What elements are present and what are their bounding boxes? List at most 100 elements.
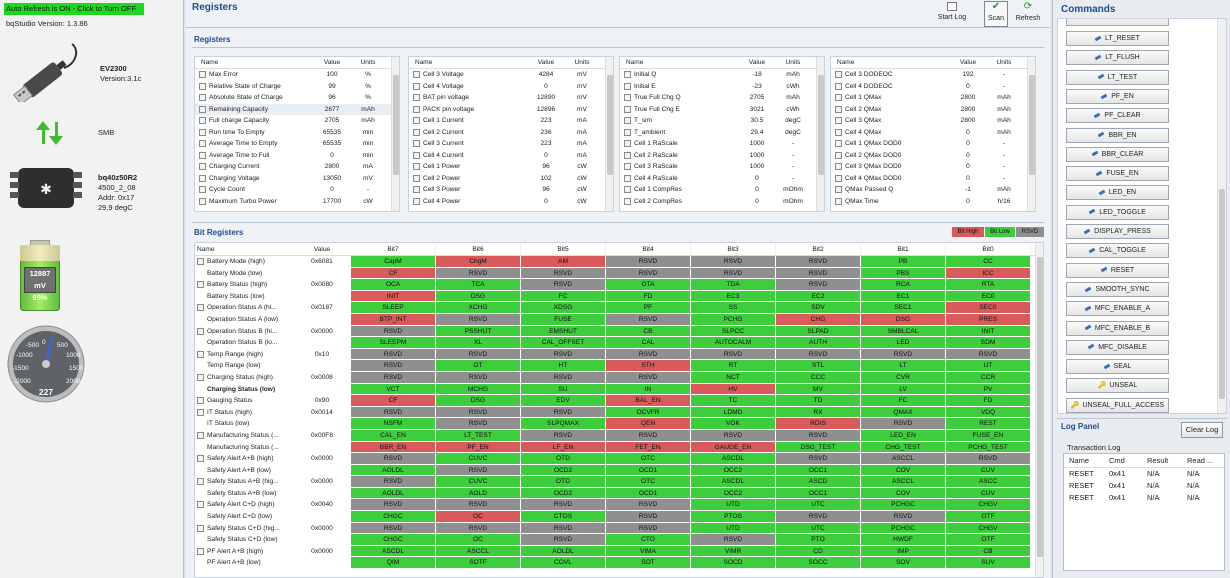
register-checkbox[interactable]	[835, 186, 842, 193]
bit-register-row[interactable]: PF Alert A+B (high) 0x0000 ASCDL ASCCL AOLDL…	[195, 545, 1043, 558]
register-row[interactable]: Remaining Capacity 2677 mAh	[195, 103, 399, 115]
register-row[interactable]: QMax Passed Q -1 mAh	[831, 184, 1035, 196]
command-button-reset[interactable]: RESET	[1066, 262, 1169, 278]
bit-register-checkbox[interactable]	[197, 350, 204, 358]
register-checkbox[interactable]	[624, 186, 631, 193]
command-button-bbr-en[interactable]: BBR_EN	[1066, 127, 1169, 143]
register-row[interactable]: Cell 4 RaScale 0 -	[620, 172, 824, 184]
register-row[interactable]: Charging Current 2800 mA	[195, 161, 399, 173]
command-button-mfc-enable-b[interactable]: MFC_ENABLE_B	[1066, 320, 1169, 336]
register-row[interactable]: Cell 1 Power 96 cW	[409, 161, 613, 173]
bit-register-row[interactable]: Operation Status A (hi... 0x0187 SLEEP XCHG…	[195, 302, 1043, 314]
commands-scrollbar[interactable]	[1217, 19, 1226, 413]
register-row[interactable]: Cell 2 RaScale 1000 -	[620, 149, 824, 161]
bit-register-checkbox[interactable]	[197, 397, 204, 405]
register-row[interactable]: Cell 3 DODEOC 192 -	[831, 69, 1035, 81]
bit-register-row[interactable]: Operation Status A (low) BTP_INT RSVD FUSE R…	[195, 313, 1043, 326]
bit-register-row[interactable]: Charging Status (low) VCT MCHG SU IN HV MV LV PV	[195, 383, 1043, 396]
bit-register-row[interactable]: Gauging Status 0x90 CF DSG EDV BAL_EN TC TD FC FD	[195, 395, 1043, 407]
register-row[interactable]: True Full Chg Q 2705 mAh	[620, 92, 824, 104]
command-button-lt-reset[interactable]: LT_RESET	[1066, 31, 1169, 46]
register-row[interactable]: Average Time to Empty 65535 min	[195, 138, 399, 150]
register-checkbox[interactable]	[835, 128, 842, 136]
log-row[interactable]: RESET 0x41 N/A N/A	[1064, 480, 1224, 492]
bit-register-row[interactable]: Battery Status (high) 0x0080 OCA TCA RSVD OTA…	[195, 279, 1043, 291]
auto-refresh-toggle[interactable]: Auto Refresh is ON - Click to Turn OFF	[4, 3, 144, 15]
bit-register-row[interactable]: IT Status (low) NSFM RSVD SLPQMAX QEN VOK RDIS…	[195, 418, 1043, 430]
register-checkbox[interactable]	[413, 94, 420, 101]
register-row[interactable]: Maximum Turbo Power 17700 cW	[195, 195, 399, 207]
bit-register-checkbox[interactable]	[197, 281, 204, 289]
register-row[interactable]: Cycle Count 0 -	[195, 184, 399, 196]
bit-register-checkbox[interactable]	[197, 501, 204, 509]
command-button-bbr-clear[interactable]: BBR_CLEAR	[1066, 146, 1169, 162]
command-button-pf-en[interactable]: PF_EN	[1066, 88, 1169, 104]
bit-register-checkbox[interactable]	[197, 431, 204, 439]
log-row[interactable]: RESET 0x41 N/A N/A	[1064, 492, 1224, 504]
register-checkbox[interactable]	[835, 117, 842, 124]
register-row[interactable]: Relative State of Charge 99%	[195, 80, 399, 92]
register-checkbox[interactable]	[199, 117, 206, 124]
register-checkbox[interactable]	[199, 163, 206, 170]
register-checkbox[interactable]	[835, 163, 842, 170]
register-checkbox[interactable]	[199, 151, 206, 159]
register-checkbox[interactable]	[413, 197, 420, 205]
bit-register-row[interactable]: Manufacturing Status (... 0x00F8 CAL_EN LT_…	[195, 429, 1043, 442]
command-button-lt-test[interactable]: LT_TEST	[1066, 69, 1169, 85]
register-checkbox[interactable]	[413, 71, 420, 78]
start-log-button[interactable]: Start Log	[932, 2, 972, 26]
command-button-fuse-en[interactable]: FUSE_EN	[1066, 166, 1169, 182]
register-checkbox[interactable]	[413, 82, 420, 90]
refresh-button[interactable]: ⟳ Refresh	[1012, 2, 1044, 26]
register-checkbox[interactable]	[624, 163, 631, 170]
bit-register-row[interactable]: Battery Status (low) INIT DSG FC FD EC3 EC2 EC1…	[195, 290, 1043, 303]
register-checkbox[interactable]	[624, 197, 631, 205]
register-scrollbar[interactable]	[391, 57, 399, 211]
register-row[interactable]: Cell 1 QMax 2800 mAh	[831, 92, 1035, 104]
bit-register-row[interactable]: IT Status (high) 0x0014 RSVD RSVD RSVD OCVFR L…	[195, 406, 1043, 419]
command-button-lt-flush[interactable]: LT_FLUSH	[1066, 50, 1169, 66]
register-checkbox[interactable]	[413, 163, 420, 170]
register-checkbox[interactable]	[835, 94, 842, 101]
bit-register-row[interactable]: Safety Status A+B (hig... 0x0000 RSVD CUVC O…	[195, 476, 1043, 488]
register-checkbox[interactable]	[199, 197, 206, 205]
register-checkbox[interactable]	[624, 140, 631, 147]
register-checkbox[interactable]	[624, 151, 631, 159]
register-checkbox[interactable]	[199, 140, 206, 147]
register-row[interactable]: Cell 4 Power 0 cW	[409, 195, 613, 207]
command-button-led-toggle[interactable]: LED_TOGGLE	[1066, 204, 1169, 220]
register-row[interactable]: Cell 2 QMax 2800 mAh	[831, 103, 1035, 115]
register-row[interactable]: Cell 3 QMax DOD0 0 -	[831, 161, 1035, 173]
bit-register-checkbox[interactable]	[197, 327, 204, 335]
register-row[interactable]: Cell 4 QMax DOD0 0 -	[831, 172, 1035, 184]
bit-register-checkbox[interactable]	[197, 455, 204, 463]
bit-register-row[interactable]: Safety Alert C+D (high) 0x0040 RSVD RSVD RSV…	[195, 499, 1043, 512]
bit-register-row[interactable]: Manufacturing Status (... BBR_EN PF_EN LF_E…	[195, 441, 1043, 454]
clear-log-button[interactable]: Clear Log	[1181, 422, 1223, 438]
register-checkbox[interactable]	[624, 105, 631, 113]
bit-register-checkbox[interactable]	[197, 524, 204, 532]
register-row[interactable]: BAT pin voltage 12890 mV	[409, 92, 613, 104]
command-button-display-press[interactable]: DISPLAY_PRESS	[1066, 224, 1169, 239]
register-row[interactable]: Cell 4 QMax 0 mAh	[831, 126, 1035, 138]
register-row[interactable]: Initial E -23 cWh	[620, 80, 824, 92]
register-checkbox[interactable]	[413, 117, 420, 124]
bit-register-row[interactable]: Safety Status C+D (low) CHGC OC RSVD CTO RSVD…	[195, 534, 1043, 546]
bit-register-row[interactable]: Temp Range (high) 0x10 RSVD RSVD RSVD RSVD RSV…	[195, 348, 1043, 361]
command-button-smooth-sync[interactable]: SMOOTH_SYNC	[1066, 281, 1169, 297]
bit-register-row[interactable]: Battery Mode (high) 0x6081 CapM ChgM AM RSVD R…	[195, 256, 1043, 268]
command-button-seal[interactable]: SEAL	[1066, 359, 1169, 375]
command-button-pf-clear[interactable]: PF_CLEAR	[1066, 108, 1169, 124]
register-row[interactable]: Run time To Empty 65535 min	[195, 126, 399, 138]
register-checkbox[interactable]	[413, 174, 420, 182]
register-row[interactable]: Cell 3 Power 96 cW	[409, 184, 613, 196]
register-row[interactable]: Cell 2 QMax DOD0 0 -	[831, 149, 1035, 161]
register-checkbox[interactable]	[835, 197, 842, 205]
register-checkbox[interactable]	[413, 105, 420, 113]
bit-register-row[interactable]: PF Alert A+B (low) QIM SOTF COVL SOT SOCD SOCC…	[195, 557, 1043, 570]
bit-register-checkbox[interactable]	[197, 258, 204, 265]
command-button-led-en[interactable]: LED_EN	[1066, 185, 1169, 201]
register-row[interactable]: QMax Time 0 h/16	[831, 195, 1035, 207]
command-button-unseal-full-access[interactable]: 🔑 UNSEAL_FULL_ACCESS	[1066, 397, 1169, 413]
bit-register-checkbox[interactable]	[197, 478, 204, 486]
